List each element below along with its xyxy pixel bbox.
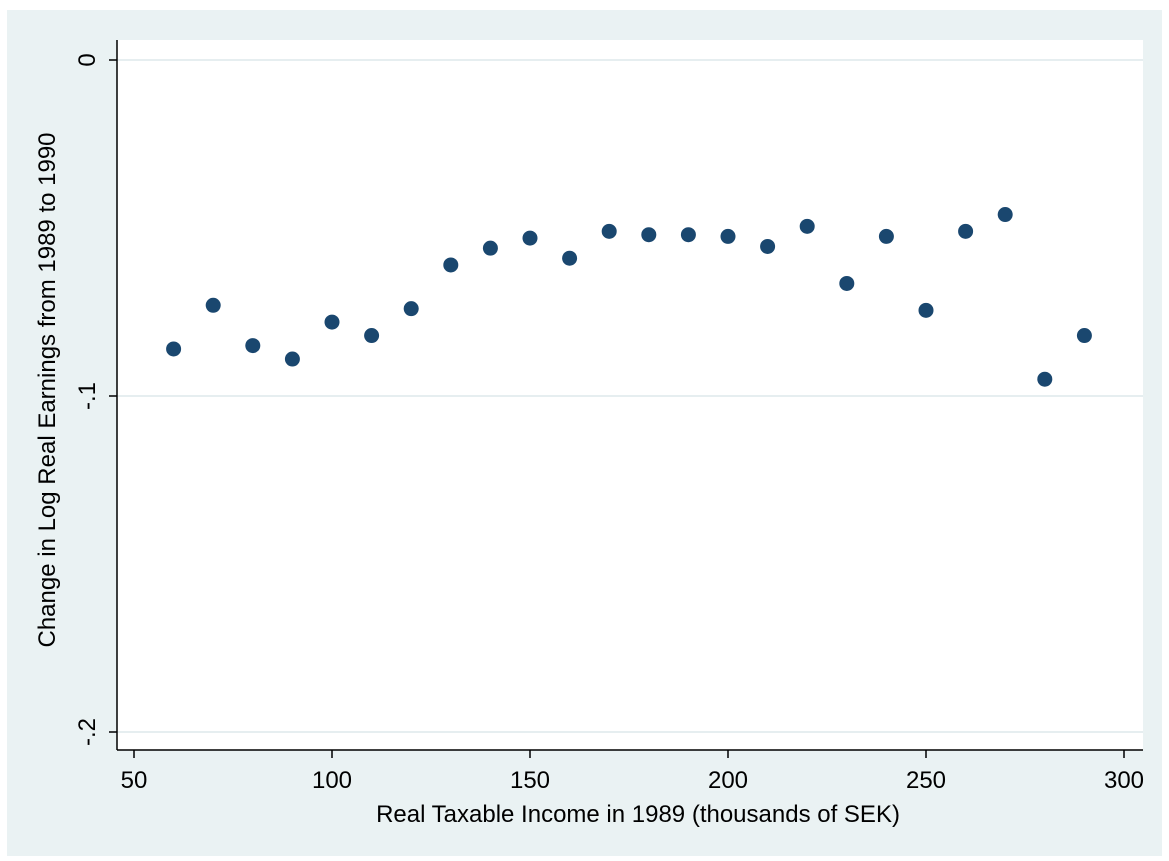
y-tick-label: -.1 xyxy=(74,382,101,410)
x-tick-label: 200 xyxy=(708,767,748,794)
x-tick-label: 250 xyxy=(906,767,946,794)
data-point xyxy=(403,301,419,317)
data-point xyxy=(641,227,657,243)
data-point xyxy=(799,218,815,234)
y-tick-label: 0 xyxy=(74,53,101,66)
data-point xyxy=(760,238,776,254)
data-points xyxy=(166,207,1092,387)
gridlines xyxy=(117,59,1143,733)
data-point xyxy=(997,207,1013,223)
data-point xyxy=(205,297,221,313)
data-point xyxy=(166,341,182,357)
x-tick-label: 300 xyxy=(1104,767,1144,794)
data-point xyxy=(324,314,340,330)
data-point xyxy=(443,257,459,273)
y-tick-label: -.2 xyxy=(74,718,101,746)
x-tick-label: 100 xyxy=(312,767,352,794)
tick-labels: 0 -.1 -.2 50 100 150 200 250 300 xyxy=(74,53,1144,794)
data-point xyxy=(601,223,617,239)
data-point xyxy=(958,223,974,239)
chart-figure: 0 -.1 -.2 50 100 150 200 250 300 Real Taxable In… xyxy=(7,10,1162,856)
data-point xyxy=(839,275,855,291)
data-point xyxy=(482,240,498,256)
scatter-chart: 0 -.1 -.2 50 100 150 200 250 300 Real Taxable In… xyxy=(34,40,1144,828)
data-point xyxy=(1037,371,1053,387)
data-point xyxy=(562,250,578,266)
y-axis-title: Change in Log Real Earnings from 1989 to… xyxy=(34,132,61,647)
data-point xyxy=(522,230,538,246)
axes xyxy=(109,40,1143,758)
data-point xyxy=(284,351,300,367)
data-point xyxy=(1076,328,1092,344)
data-point xyxy=(245,338,261,354)
data-point xyxy=(364,328,380,344)
data-point xyxy=(918,302,934,318)
x-tick-label: 50 xyxy=(121,767,148,794)
data-point xyxy=(680,227,696,243)
data-point xyxy=(720,228,736,244)
x-axis-title: Real Taxable Income in 1989 (thousands o… xyxy=(376,801,900,828)
data-point xyxy=(878,228,894,244)
x-tick-label: 150 xyxy=(510,767,550,794)
